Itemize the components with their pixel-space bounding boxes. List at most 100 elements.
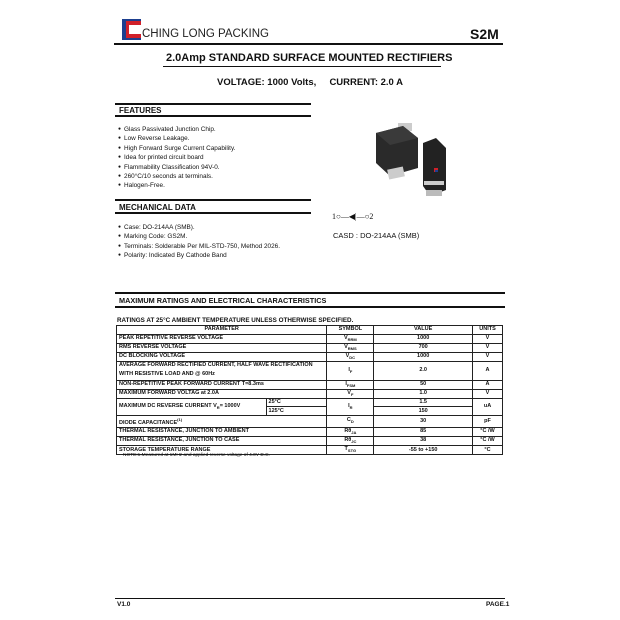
table-row: DC BLOCKING VOLTAGE VDC 1000 V — [115, 351, 503, 362]
symbol-cell: CD — [326, 414, 375, 428]
page-number: PAGE.1 — [486, 601, 510, 608]
feature-item: Low Reverse Leakage. — [118, 134, 235, 143]
value-cell: 1000 — [373, 351, 474, 362]
diode-symbol: 1○—◀|—○2 — [332, 212, 373, 221]
symbol-cell: IF — [326, 360, 375, 381]
table-row: MAXIMUM FORWARD VOLTAG at 2.0A VF 1.0 V — [115, 388, 503, 399]
company-logo — [122, 19, 141, 40]
column-header: VALUE — [373, 325, 474, 335]
value-cell: 50 — [373, 379, 474, 390]
table-row: RMS REVERSE VOLTAGE VRMS 700 V — [115, 342, 503, 353]
mechanical-item: Polarity: Indicated By Cathode Band — [118, 251, 280, 260]
table-row: THERMAL RESISTANCE, JUNCTION TO AMBIENT R… — [115, 426, 503, 437]
unit-cell: pF — [472, 414, 503, 428]
symbol-cell: VRMS — [326, 342, 375, 353]
divider — [115, 292, 505, 294]
mechanical-item: Terminals: Solderable Per MIL-STD-750, M… — [118, 242, 280, 251]
divider — [115, 306, 505, 308]
unit-cell: uA — [472, 397, 503, 416]
table-row: NON-REPETITIVE PEAK FORWARD CURRENT T=8.… — [115, 379, 503, 390]
feature-item: 260°C/10 seconds at terminals. — [118, 172, 235, 181]
divider — [115, 103, 311, 105]
symbol-cell: VF — [326, 388, 375, 399]
feature-item: Idea for printed circuit board — [118, 153, 235, 162]
parameter-cell: DC BLOCKING VOLTAGE — [115, 351, 328, 362]
header-divider — [114, 43, 503, 45]
ratings-heading: MAXIMUM RATINGS AND ELECTRICAL CHARACTER… — [119, 296, 327, 305]
value-cell: 1.5 — [373, 397, 474, 408]
table-row: THERMAL RESISTANCE, JUNCTION TO CASE RθJC… — [115, 435, 503, 446]
parameter-cell: RMS REVERSE VOLTAGE — [115, 342, 328, 353]
version: V1.0 — [117, 601, 131, 608]
table-row: DIODE CAPACITANCE(1) CD 30 pF — [115, 414, 503, 428]
feature-item: Glass Passivated Junction Chip. — [118, 125, 235, 134]
unit-cell: V — [472, 351, 503, 362]
table-row: MAXIMUM DC REVERSE CURRENT VR= 1000V 25°C… — [116, 397, 503, 416]
mechanical-item: Case: DO-214AA (SMB). — [118, 223, 280, 232]
column-header: SYMBOL — [326, 325, 375, 335]
company-name: CHING LONG PACKING — [142, 28, 269, 40]
value-cell: 85 — [373, 426, 474, 437]
smb-package-image — [376, 123, 446, 196]
condition-cell: 125°C — [265, 406, 328, 416]
unit-cell: V — [472, 388, 503, 399]
package-caption: CASD : DO-214AA (SMB) — [333, 231, 420, 240]
part-number: S2M — [470, 26, 499, 42]
features-list: Glass Passivated Junction Chip. Low Reve… — [118, 125, 235, 191]
parameter-cell: PEAK REPETITIVE REVERSE VOLTAGE — [115, 333, 328, 344]
diode-icon: ○—◀|—○ — [336, 212, 370, 221]
unit-cell: V — [472, 342, 503, 353]
pin-2-label: 2 — [369, 212, 374, 221]
table-row: AVERAGE FORWARD RECTIFIED CURRENT, HALF … — [115, 360, 503, 381]
divider — [115, 212, 311, 214]
ratings-table: PARAMETER SYMBOL VALUE UNITS PEAK REPETI… — [115, 325, 503, 456]
feature-item: Halogen-Free. — [118, 181, 235, 190]
mechanical-heading: MECHANICAL DATA — [119, 203, 196, 212]
feature-item: Flammability Classification 94V-0. — [118, 163, 235, 172]
parameter-cell: AVERAGE FORWARD RECTIFIED CURRENT, HALF … — [115, 360, 328, 381]
mechanical-list: Case: DO-214AA (SMB). Marking Code: GS2M… — [118, 223, 280, 261]
value-cell: 1000 — [373, 333, 474, 344]
voltage-current-spec: VOLTAGE: 1000 Volts, CURRENT: 2.0 A — [217, 77, 403, 88]
unit-cell: °C /W — [472, 426, 503, 437]
parameter-cell: DIODE CAPACITANCE(1) — [115, 414, 328, 428]
unit-cell: °C /W — [472, 435, 503, 446]
divider — [115, 199, 311, 201]
unit-cell: A — [472, 360, 503, 381]
mechanical-item: Marking Code: GS2M. — [118, 232, 280, 241]
unit-cell: A — [472, 379, 503, 390]
divider — [115, 115, 311, 117]
value-cell: 700 — [373, 342, 474, 353]
parameter-cell: MAXIMUM DC REVERSE CURRENT VR= 1000V — [116, 397, 267, 416]
unit-cell: V — [472, 333, 503, 344]
feature-item: High Forward Surge Current Capability. — [118, 144, 235, 153]
symbol-cell: RθJC — [326, 435, 375, 446]
column-header: PARAMETER — [115, 325, 328, 335]
value-cell: 150 — [373, 406, 474, 416]
table-header-row: PARAMETER SYMBOL VALUE UNITS — [115, 325, 503, 335]
parameter-cell: MAXIMUM FORWARD VOLTAG at 2.0A — [115, 388, 328, 399]
parameter-cell: THERMAL RESISTANCE, JUNCTION TO CASE — [115, 435, 328, 446]
document-title: 2.0Amp STANDARD SURFACE MOUNTED RECTIFIE… — [166, 52, 453, 64]
value-cell: 2.0 — [373, 360, 474, 381]
symbol-cell: IFSM — [326, 379, 375, 390]
symbol-cell: VRRM — [326, 333, 375, 344]
condition-cell: 25°C — [265, 397, 328, 408]
unit-cell: °C — [472, 444, 503, 456]
value-cell: 30 — [373, 414, 474, 428]
value-cell: -55 to +150 — [373, 444, 474, 456]
features-heading: FEATURES — [119, 106, 162, 115]
pin-1-label: 1 — [332, 212, 336, 221]
value-cell: 38 — [373, 435, 474, 446]
parameter-cell: THERMAL RESISTANCE, JUNCTION TO AMBIENT — [115, 426, 328, 437]
title-underline — [163, 66, 441, 67]
symbol-cell: VDC — [326, 351, 375, 362]
value-cell: 1.0 — [373, 388, 474, 399]
symbol-cell: TSTG — [326, 444, 375, 456]
parameter-cell: STORAGE TEMPERATURE RANGE — [115, 444, 328, 456]
table-row: PEAK REPETITIVE REVERSE VOLTAGE VRRM 1000 V — [115, 333, 503, 344]
ratings-condition: RATINGS AT 25°C AMBIENT TEMPERATURE UNLE… — [117, 317, 354, 324]
table-row: STORAGE TEMPERATURE RANGE TSTG -55 to +150… — [115, 444, 503, 456]
table-note: NOTE:1.Measured at 1MHz and applied reve… — [123, 453, 270, 458]
parameter-cell: NON-REPETITIVE PEAK FORWARD CURRENT T=8.… — [115, 379, 328, 390]
